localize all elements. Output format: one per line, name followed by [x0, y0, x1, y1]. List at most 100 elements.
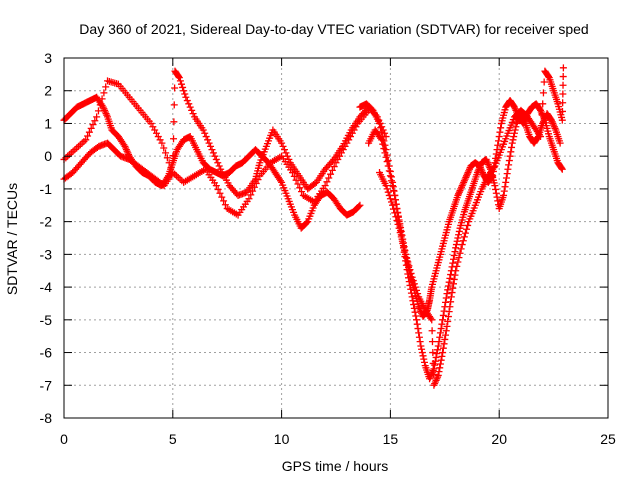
data-point [82, 136, 90, 144]
data-point [406, 266, 414, 274]
data-point [457, 245, 465, 253]
data-point [87, 124, 95, 132]
data-point [434, 373, 442, 381]
data-point [505, 157, 513, 165]
data-point [414, 325, 422, 333]
chart-title: Day 360 of 2021, Sidereal Day-to-day VTE… [79, 21, 588, 37]
data-point [446, 303, 454, 311]
data-point [199, 126, 207, 134]
data-point [390, 205, 398, 213]
data-point [380, 145, 388, 153]
data-point [205, 139, 213, 147]
data-point [439, 349, 447, 357]
data-point [402, 250, 410, 258]
data-point [434, 371, 442, 379]
data-point [463, 172, 471, 180]
data-point [521, 118, 529, 126]
data-point [458, 182, 466, 190]
x-tick-label: 10 [274, 431, 290, 447]
data-point [456, 249, 464, 257]
data-point [503, 170, 511, 178]
data-point [511, 126, 519, 134]
data-point [535, 131, 543, 139]
data-point [389, 201, 397, 209]
data-point [101, 108, 109, 116]
data-point [428, 327, 436, 335]
data-point [559, 90, 567, 98]
data-point [509, 136, 517, 144]
data-point [441, 335, 449, 343]
data-point [420, 355, 428, 363]
data-point [455, 188, 463, 196]
data-point [416, 338, 424, 346]
data-point [160, 144, 168, 152]
data-point [500, 187, 508, 195]
data-point [436, 364, 444, 372]
y-axis-label: SDTVAR / TECUs [4, 183, 20, 295]
data-point [512, 123, 520, 131]
data-point [430, 370, 438, 378]
data-point [426, 375, 434, 383]
data-point [537, 133, 545, 141]
data-point [396, 229, 404, 237]
data-point [215, 162, 223, 170]
data-point [431, 380, 439, 388]
data-point [496, 128, 504, 136]
data-point [407, 269, 415, 277]
data-point [450, 255, 458, 263]
data-point [452, 267, 460, 275]
data-point [292, 176, 300, 184]
data-point [122, 144, 130, 152]
data-point [453, 237, 461, 245]
data-point [394, 220, 402, 228]
data-point [294, 180, 302, 188]
data-point [321, 182, 329, 190]
data-point [475, 165, 483, 173]
data-point [245, 195, 253, 203]
data-point [492, 189, 500, 197]
data-point [444, 313, 452, 321]
data-point [440, 340, 448, 348]
data-point [288, 169, 296, 177]
data-point [428, 338, 436, 346]
data-point [102, 110, 110, 118]
data-point [538, 111, 546, 119]
data-point [558, 107, 566, 115]
data-point [179, 83, 187, 91]
data-point [439, 344, 447, 352]
data-point [558, 165, 566, 173]
data-point [420, 358, 428, 366]
data-point [453, 262, 461, 270]
data-point [408, 273, 416, 281]
data-point [495, 133, 503, 141]
data-point [490, 164, 498, 172]
data-point [455, 254, 463, 262]
data-point [500, 191, 508, 199]
data-point [121, 142, 129, 150]
data-point [417, 342, 425, 350]
data-point [435, 338, 443, 346]
data-point [457, 185, 465, 193]
data-point [282, 149, 290, 157]
data-point [442, 327, 450, 335]
y-tick-label: -8 [40, 410, 53, 426]
data-point [502, 178, 510, 186]
data-point [186, 103, 194, 111]
data-point [211, 152, 219, 160]
data-point [510, 103, 518, 111]
data-point [455, 231, 463, 239]
data-point [182, 93, 190, 101]
data-point [428, 316, 436, 324]
data-point [450, 275, 458, 283]
data-point [445, 308, 453, 316]
data-point [163, 154, 171, 162]
data-point [175, 74, 183, 82]
data-point [463, 170, 471, 178]
data-point [448, 289, 456, 297]
data-point [504, 165, 512, 173]
data-point [281, 146, 289, 154]
data-point [439, 311, 447, 319]
data-point [431, 378, 439, 386]
data-point [446, 274, 454, 282]
data-point [413, 316, 421, 324]
